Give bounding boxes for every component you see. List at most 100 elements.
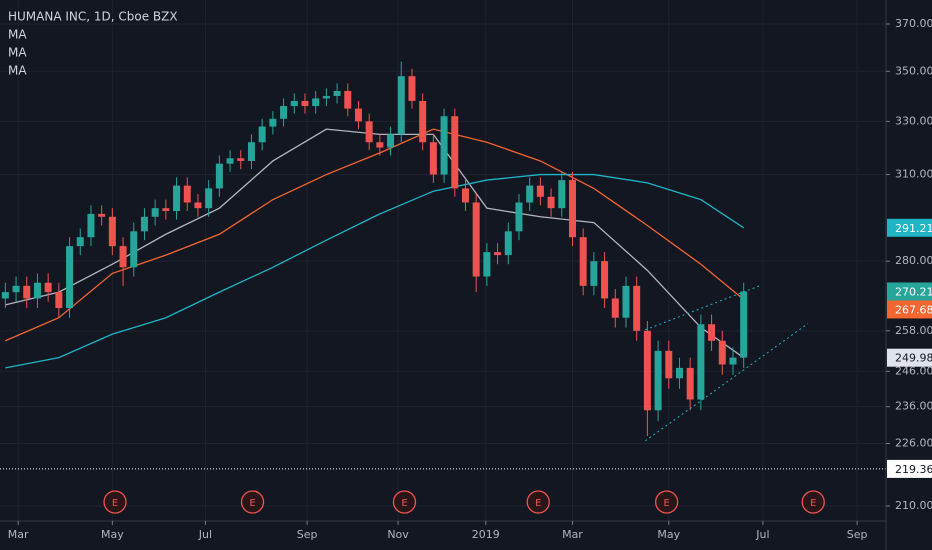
price-tag-label: 267.68 — [895, 303, 932, 316]
candle-body — [12, 285, 20, 293]
candle-body — [675, 367, 683, 379]
candle-body — [194, 202, 202, 209]
candle-body — [205, 188, 213, 209]
candle-body — [451, 116, 459, 189]
x-tick-label: Sep — [297, 528, 318, 541]
candle-body — [119, 246, 127, 268]
price-tag — [887, 282, 932, 301]
earnings-label: E — [810, 498, 816, 509]
candle-body — [162, 208, 170, 212]
candle-body — [633, 285, 641, 331]
candle-body — [547, 196, 555, 209]
earnings-label: E — [663, 498, 669, 509]
x-tick-label: Mar — [8, 528, 29, 541]
y-tick-label: 258.00 — [895, 324, 932, 337]
x-tick-label: Sep — [847, 528, 868, 541]
candle-body — [333, 90, 341, 96]
candle-body — [665, 350, 673, 379]
earnings-label: E — [401, 498, 407, 509]
earnings-marker — [654, 490, 679, 514]
chart-title: HUMANA INC, 1D, Cboe BZX — [8, 10, 178, 24]
candle-body — [429, 142, 437, 175]
candle-body — [686, 367, 694, 400]
candle-body — [1, 292, 9, 299]
candle-body — [55, 292, 63, 309]
x-tick-label: May — [101, 528, 124, 541]
earnings-label: E — [112, 498, 118, 509]
candle-body — [76, 237, 84, 247]
candle-body — [23, 285, 31, 299]
earnings-marker — [801, 490, 825, 514]
candle-body — [590, 261, 598, 286]
candle-body — [66, 246, 74, 309]
y-tick-label: 370.00 — [895, 17, 932, 30]
y-tick-label: 210.00 — [895, 499, 932, 512]
candle-body — [237, 158, 245, 161]
candle-body — [108, 216, 116, 247]
candle-body — [729, 357, 737, 365]
candle-body — [440, 116, 448, 175]
price-tag — [887, 459, 932, 478]
candle-body — [515, 202, 523, 232]
candle-body — [215, 163, 223, 189]
earnings-label: E — [535, 498, 541, 509]
earnings-label: E — [249, 498, 255, 509]
candle-body — [558, 180, 566, 209]
candle-body — [419, 100, 427, 143]
candle-body — [280, 106, 288, 119]
candle-body — [87, 213, 95, 238]
legend-entry: MA — [8, 28, 27, 42]
trend-line — [645, 284, 763, 331]
x-tick-label: Mar — [562, 528, 583, 541]
earnings-marker — [392, 490, 417, 514]
candle-body — [344, 90, 352, 109]
candle-body — [740, 291, 748, 358]
candle-body — [354, 108, 362, 122]
y-tick-label: 226.00 — [895, 437, 932, 450]
x-tick-label: Jul — [755, 528, 769, 541]
candle-body — [258, 126, 266, 143]
candle-body — [173, 185, 181, 212]
y-tick-label: 310.00 — [895, 168, 932, 181]
price-tag-label: 219.36 — [895, 463, 932, 476]
candle-body — [397, 76, 405, 135]
price-tag — [887, 218, 932, 237]
candle-body — [654, 350, 662, 411]
earnings-marker — [526, 490, 550, 514]
candle-body — [718, 340, 726, 365]
candle-body — [33, 282, 41, 299]
candle-body — [183, 185, 191, 203]
earnings-marker — [103, 490, 127, 514]
candle-body — [579, 237, 587, 286]
legend-entry: MA — [8, 46, 27, 60]
price-tag — [887, 348, 932, 367]
candle-body — [247, 142, 255, 161]
y-tick-label: 236.00 — [895, 400, 932, 413]
candle-body — [312, 98, 320, 107]
candle-body — [494, 252, 502, 256]
legend-entry: MA — [8, 64, 27, 78]
candle-body — [408, 76, 416, 101]
candle-body — [226, 158, 234, 164]
candle-body — [708, 324, 716, 341]
candle-body — [622, 285, 630, 318]
candle-body — [504, 231, 512, 256]
candle-body — [365, 121, 373, 143]
candle-body — [290, 100, 298, 107]
candle-body — [536, 185, 544, 197]
moving-average-line — [5, 173, 745, 369]
candle-body — [301, 100, 309, 107]
candle-body — [44, 282, 52, 293]
x-tick-label: Jul — [198, 528, 212, 541]
candle-body — [568, 180, 576, 238]
candle-body — [697, 324, 705, 400]
candle-body — [322, 95, 330, 99]
y-tick-label: 246.00 — [895, 364, 932, 377]
price-tag-label: 249.98 — [895, 352, 932, 365]
y-tick-label: 350.00 — [895, 64, 932, 77]
candle-body — [140, 216, 148, 232]
candle-body — [483, 252, 491, 277]
y-tick-label: 330.00 — [895, 114, 932, 127]
